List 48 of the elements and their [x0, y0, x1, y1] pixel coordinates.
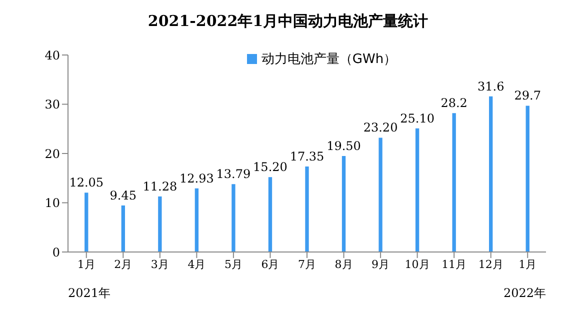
x-tick-label: 10月 — [404, 258, 430, 271]
legend-label: 动力电池产量（GWh） — [261, 52, 397, 67]
x-tick-label: 8月 — [334, 258, 353, 271]
data-label: 9.45 — [110, 188, 137, 202]
x-tick-label: 6月 — [261, 258, 280, 271]
bar — [526, 106, 530, 252]
data-label: 25.10 — [400, 111, 434, 126]
x-tick-label: 1月 — [77, 258, 96, 271]
bar — [378, 138, 382, 252]
y-tick-label: 40 — [44, 48, 60, 62]
bar — [489, 96, 493, 252]
x-tick-label: 5月 — [224, 258, 242, 271]
data-label: 11.28 — [142, 179, 178, 194]
bar — [268, 177, 272, 252]
y-tick-label: 30 — [44, 98, 60, 112]
x-tick-label: 3月 — [150, 258, 169, 271]
data-label: 13.79 — [216, 167, 251, 182]
text: 2021年 — [68, 285, 111, 302]
bar — [415, 128, 420, 252]
bar — [305, 166, 309, 252]
data-label: 31.6 — [477, 79, 504, 94]
x-tick-label: 1月 — [518, 258, 537, 271]
bar — [158, 196, 162, 252]
bar — [84, 192, 88, 252]
bar — [452, 113, 456, 252]
x-tick-label: 12月 — [478, 258, 504, 271]
x-tick-label: 9月 — [372, 258, 390, 271]
data-label: 12.05 — [69, 176, 104, 190]
bar — [194, 188, 199, 252]
data-label: 15.20 — [253, 160, 288, 174]
y-tick-label: 20 — [44, 146, 60, 161]
x-tick-label: 2月 — [114, 258, 132, 271]
data-label: 29.7 — [514, 88, 541, 103]
y-tick-label: 10 — [44, 196, 60, 210]
y-tick-label: 0 — [52, 245, 60, 260]
bar — [232, 184, 236, 252]
x-tick-label: 11月 — [442, 258, 467, 271]
data-label: 17.35 — [290, 150, 324, 164]
bar — [342, 156, 346, 252]
bar — [121, 205, 125, 252]
data-label: 19.50 — [326, 138, 361, 153]
data-label: 12.93 — [180, 171, 214, 186]
x-tick-label: 7月 — [298, 258, 316, 271]
data-label: 28.2 — [440, 96, 468, 110]
data-label: 23.20 — [363, 120, 398, 135]
x-tick-label: 4月 — [188, 258, 206, 271]
text: 2022年 — [503, 285, 546, 302]
chart-title: 2021-2022年1月中国动力电池产量统计 — [146, 12, 430, 31]
